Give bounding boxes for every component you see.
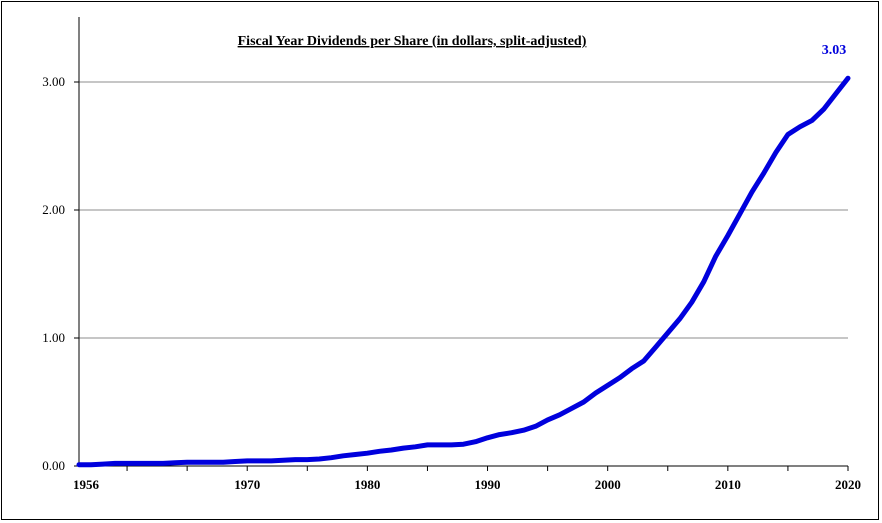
x-tick-label: 1956 [73, 477, 100, 492]
series-line [76, 75, 851, 468]
axes [74, 17, 849, 471]
x-tick-label: 1970 [234, 477, 260, 492]
x-tick-label: 2010 [715, 477, 741, 492]
data-label: 3.03 [822, 43, 847, 58]
y-tick-label: 2.00 [42, 202, 65, 217]
chart-title: Fiscal Year Dividends per Share (in doll… [238, 34, 587, 49]
y-tick-labels: 0.00 1.00 2.00 3.00 [42, 74, 65, 473]
x-tick-labels: 1956 1970 1980 1990 2000 2010 2020 [73, 477, 861, 492]
series-layer [76, 75, 851, 468]
y-tick-label: 1.00 [42, 330, 65, 345]
y-tick-label: 0.00 [42, 458, 65, 473]
x-tick-label: 2020 [835, 477, 861, 492]
x-tick-label: 2000 [595, 477, 621, 492]
x-tick-label: 1990 [475, 477, 501, 492]
x-tick-label: 1980 [354, 477, 380, 492]
annotations: 3.03 [822, 43, 847, 58]
y-tick-label: 3.00 [42, 74, 65, 89]
grid-lines [79, 81, 848, 339]
